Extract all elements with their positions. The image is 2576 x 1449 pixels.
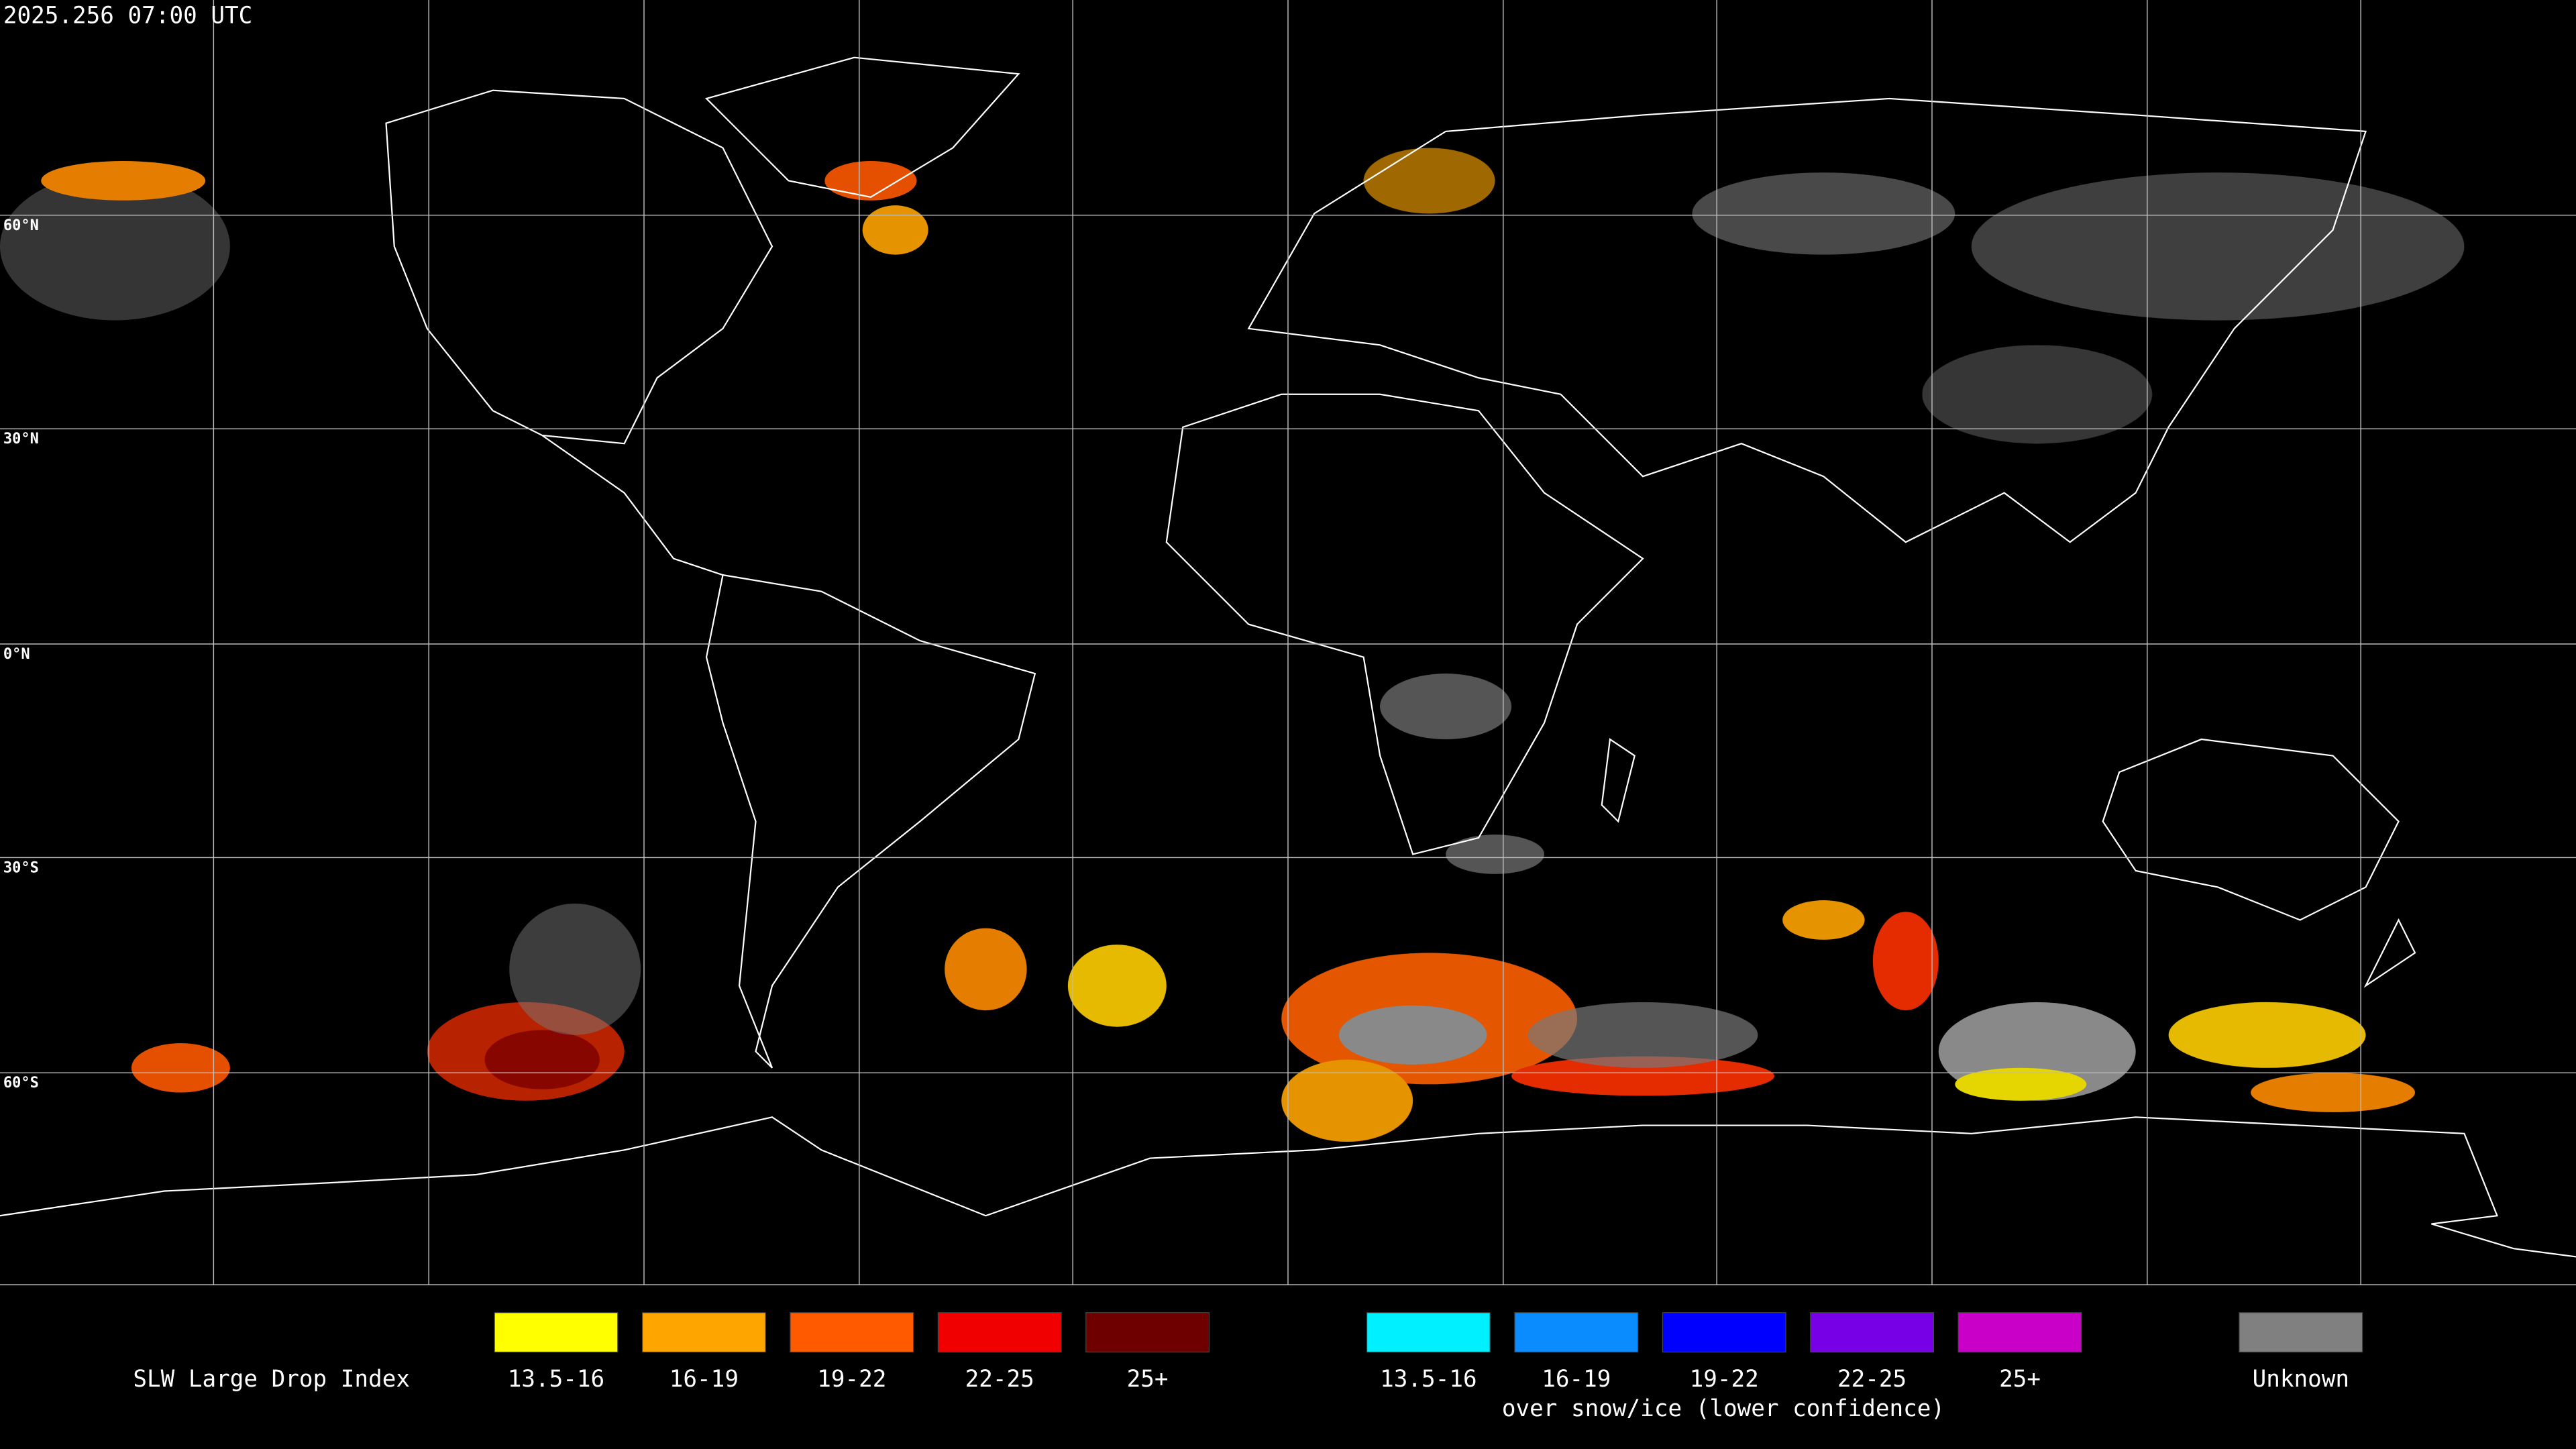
snow-caption: over snow/ice (lower confidence) bbox=[1502, 1395, 1945, 1422]
legend-swatch bbox=[937, 1312, 1062, 1353]
legend-label: 13.5-16 bbox=[508, 1366, 604, 1393]
legend-label: 16-19 bbox=[669, 1366, 739, 1393]
legend-swatch bbox=[641, 1312, 766, 1353]
latitude-label: 30°N bbox=[3, 431, 39, 447]
legend-swatch bbox=[790, 1312, 914, 1353]
latitude-label: 60°S bbox=[3, 1075, 39, 1091]
legend-label: 19-22 bbox=[817, 1366, 886, 1393]
legend-swatch bbox=[1514, 1312, 1639, 1353]
graticule bbox=[0, 0, 2576, 1285]
legend-swatch bbox=[494, 1312, 619, 1353]
legend-label: 25+ bbox=[1127, 1366, 1169, 1393]
legend-label: 25+ bbox=[1999, 1366, 2041, 1393]
legend-label: 22-25 bbox=[965, 1366, 1034, 1393]
legend-label: Unknown bbox=[2253, 1366, 2349, 1393]
legend-label: 16-19 bbox=[1542, 1366, 1611, 1393]
timestamp: 2025.256 07:00 UTC bbox=[3, 2, 252, 29]
latitude-label: 0°N bbox=[3, 646, 30, 663]
legend-swatch bbox=[1366, 1312, 1491, 1353]
latitude-label: 30°S bbox=[3, 859, 39, 876]
cloud-fields bbox=[0, 148, 2465, 1142]
latitude-label: 60°N bbox=[3, 217, 39, 234]
legend-swatch bbox=[1810, 1312, 1935, 1353]
legend-label: 13.5-16 bbox=[1380, 1366, 1477, 1393]
legend-title: SLW Large Drop Index bbox=[133, 1366, 410, 1393]
legend-label: 22-25 bbox=[1837, 1366, 1907, 1393]
legend-swatch bbox=[1085, 1312, 1210, 1353]
coastlines bbox=[0, 56, 2576, 1258]
legend-swatch bbox=[1957, 1312, 2082, 1353]
legend-swatch bbox=[2239, 1312, 2363, 1353]
legend-label: 19-22 bbox=[1690, 1366, 1759, 1393]
legend-swatch bbox=[1662, 1312, 1786, 1353]
